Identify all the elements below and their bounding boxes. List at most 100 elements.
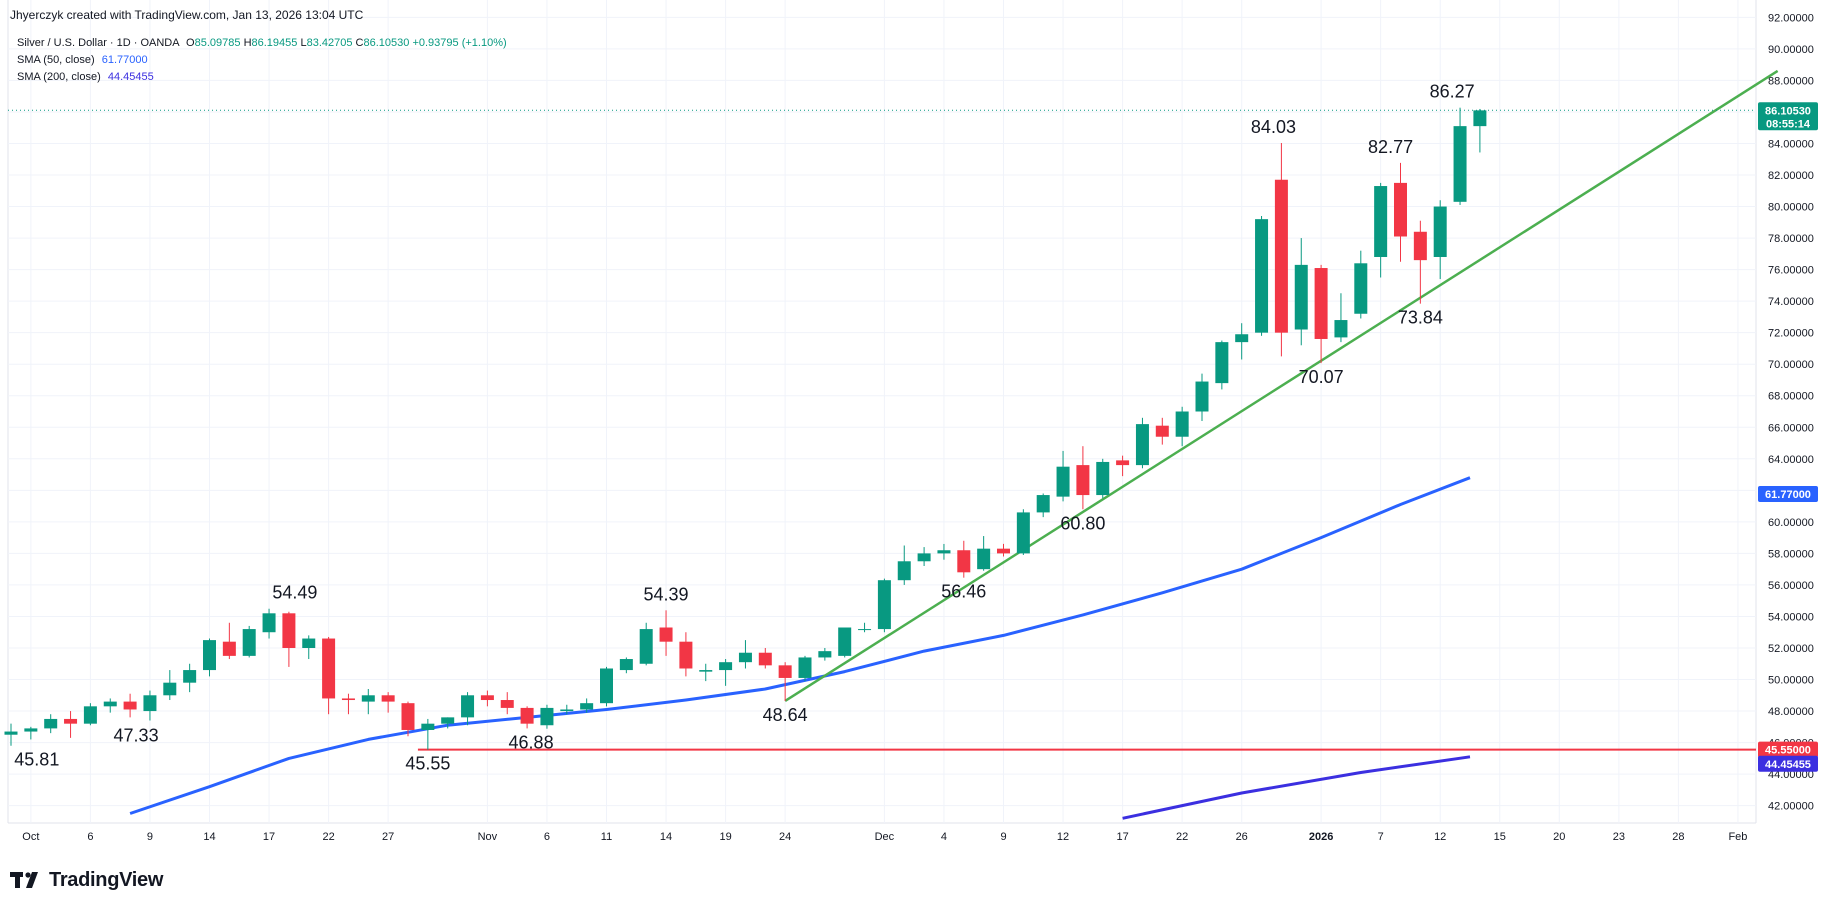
candle-body xyxy=(838,627,852,656)
sma200-label[interactable]: SMA (200, close) xyxy=(17,71,101,83)
candle[interactable] xyxy=(1314,264,1328,364)
candle[interactable] xyxy=(480,690,494,707)
low-label: L xyxy=(300,37,307,49)
candle[interactable] xyxy=(1155,417,1169,445)
candle[interactable] xyxy=(1036,493,1050,518)
candle[interactable] xyxy=(877,578,891,633)
candle[interactable] xyxy=(262,608,276,639)
candle[interactable] xyxy=(203,638,216,677)
candle[interactable] xyxy=(619,657,633,674)
tradingview-brand[interactable]: TradingView xyxy=(10,868,163,892)
legend-sma50-row[interactable]: SMA (50, close) 61.77000 xyxy=(17,52,507,69)
candle[interactable] xyxy=(758,647,772,669)
candle-body xyxy=(1135,424,1149,466)
candle[interactable] xyxy=(778,662,792,701)
candle[interactable] xyxy=(381,692,395,713)
y-tick-label: 60.00000 xyxy=(1768,517,1814,529)
candle[interactable] xyxy=(1334,293,1348,343)
candle[interactable] xyxy=(242,625,256,658)
sma200-line[interactable] xyxy=(1122,755,1471,820)
candle[interactable] xyxy=(500,692,514,715)
candle[interactable] xyxy=(1354,250,1368,319)
sma50-label[interactable]: SMA (50, close) xyxy=(17,54,95,66)
candle[interactable] xyxy=(421,718,435,750)
candle[interactable] xyxy=(937,543,951,560)
candle[interactable] xyxy=(123,693,137,718)
candle[interactable] xyxy=(639,622,653,666)
candle[interactable] xyxy=(461,692,475,726)
y-tick-label: 90.00000 xyxy=(1768,44,1814,56)
candle[interactable] xyxy=(361,688,375,715)
candle[interactable] xyxy=(1016,509,1030,555)
candle[interactable] xyxy=(1255,215,1269,336)
candle[interactable] xyxy=(143,690,157,721)
candle[interactable] xyxy=(1473,108,1487,153)
candle[interactable] xyxy=(401,701,415,737)
candle[interactable] xyxy=(679,632,693,677)
price-annotation: 84.03 xyxy=(1251,117,1296,137)
candle[interactable] xyxy=(222,622,236,660)
candle[interactable] xyxy=(1076,446,1090,510)
candle[interactable] xyxy=(1294,238,1308,346)
candle[interactable] xyxy=(1394,162,1407,262)
candle[interactable] xyxy=(83,703,97,726)
candle[interactable] xyxy=(64,711,78,738)
candle[interactable] xyxy=(24,726,38,740)
candle[interactable] xyxy=(163,670,177,701)
candle[interactable] xyxy=(341,693,355,715)
candle[interactable] xyxy=(1413,220,1427,304)
candle[interactable] xyxy=(699,663,713,682)
candle[interactable] xyxy=(1056,450,1070,502)
price-annotation: 60.80 xyxy=(1060,513,1105,533)
candle-body xyxy=(758,652,772,666)
symbol-name[interactable]: Silver / U.S. Dollar · 1D · OANDA xyxy=(17,37,179,49)
legend-symbol-row[interactable]: Silver / U.S. Dollar · 1D · OANDA O85.09… xyxy=(17,35,507,52)
y-tick-label: 74.00000 xyxy=(1768,296,1814,308)
candle[interactable] xyxy=(282,611,296,667)
candle[interactable] xyxy=(1135,417,1149,469)
candle-body xyxy=(1195,381,1209,412)
candle[interactable] xyxy=(719,659,733,686)
candle[interactable] xyxy=(302,635,316,660)
candle[interactable] xyxy=(1096,458,1110,499)
candle[interactable] xyxy=(103,698,117,713)
legend-sma200-row[interactable]: SMA (200, close) 44.45455 xyxy=(17,69,507,86)
candle[interactable] xyxy=(4,723,18,746)
candle-body xyxy=(103,701,117,707)
candle[interactable] xyxy=(957,540,971,578)
candle[interactable] xyxy=(1175,406,1189,447)
candle[interactable] xyxy=(44,714,58,734)
candle[interactable] xyxy=(917,547,931,567)
candle[interactable] xyxy=(798,655,812,682)
candle[interactable] xyxy=(838,627,852,658)
candle[interactable] xyxy=(322,636,336,715)
candle[interactable] xyxy=(1195,373,1209,421)
candle[interactable] xyxy=(1274,143,1288,357)
candle[interactable] xyxy=(540,704,554,729)
candle[interactable] xyxy=(1453,107,1467,205)
candle[interactable] xyxy=(897,545,911,585)
candle[interactable] xyxy=(600,666,613,707)
candle[interactable] xyxy=(580,698,594,713)
candle[interactable] xyxy=(183,663,197,693)
candle[interactable] xyxy=(659,610,673,656)
candle[interactable] xyxy=(997,543,1010,557)
candle[interactable] xyxy=(1116,455,1130,477)
candle[interactable] xyxy=(738,640,752,669)
candle[interactable] xyxy=(441,717,455,729)
x-axis: Oct 6 9 14 17 22 27 Nov 6 11 14 19 24 Dec 4 9 12 17 22 26 20… xyxy=(22,831,1747,843)
candle[interactable] xyxy=(1235,323,1249,360)
support-axis-label-bg xyxy=(1758,741,1818,758)
candle[interactable] xyxy=(858,622,872,633)
candle[interactable] xyxy=(977,536,991,571)
candle[interactable] xyxy=(1433,200,1447,280)
sma200-value: 44.45455 xyxy=(107,71,154,83)
trendline[interactable] xyxy=(784,69,1779,703)
candle[interactable] xyxy=(560,704,574,715)
candle[interactable] xyxy=(818,647,832,661)
candle[interactable] xyxy=(1215,340,1229,390)
candle[interactable] xyxy=(520,706,534,729)
candle[interactable] xyxy=(1374,182,1388,278)
